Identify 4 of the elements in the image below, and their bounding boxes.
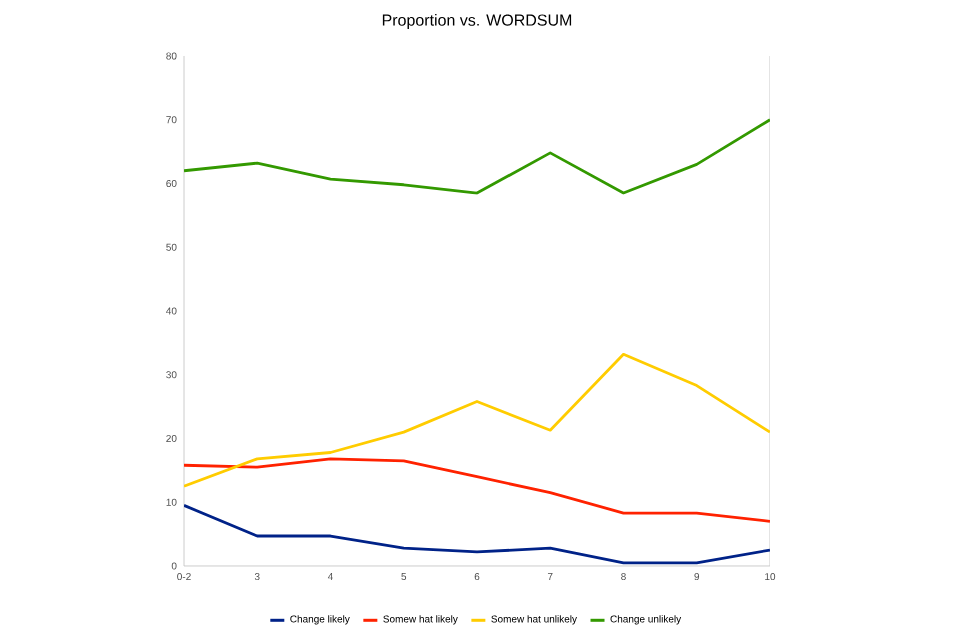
chart-title: Proportion vs. WORDSUM — [382, 14, 572, 29]
line-series — [184, 352, 770, 488]
line-series — [184, 457, 770, 523]
line-series — [184, 118, 770, 195]
